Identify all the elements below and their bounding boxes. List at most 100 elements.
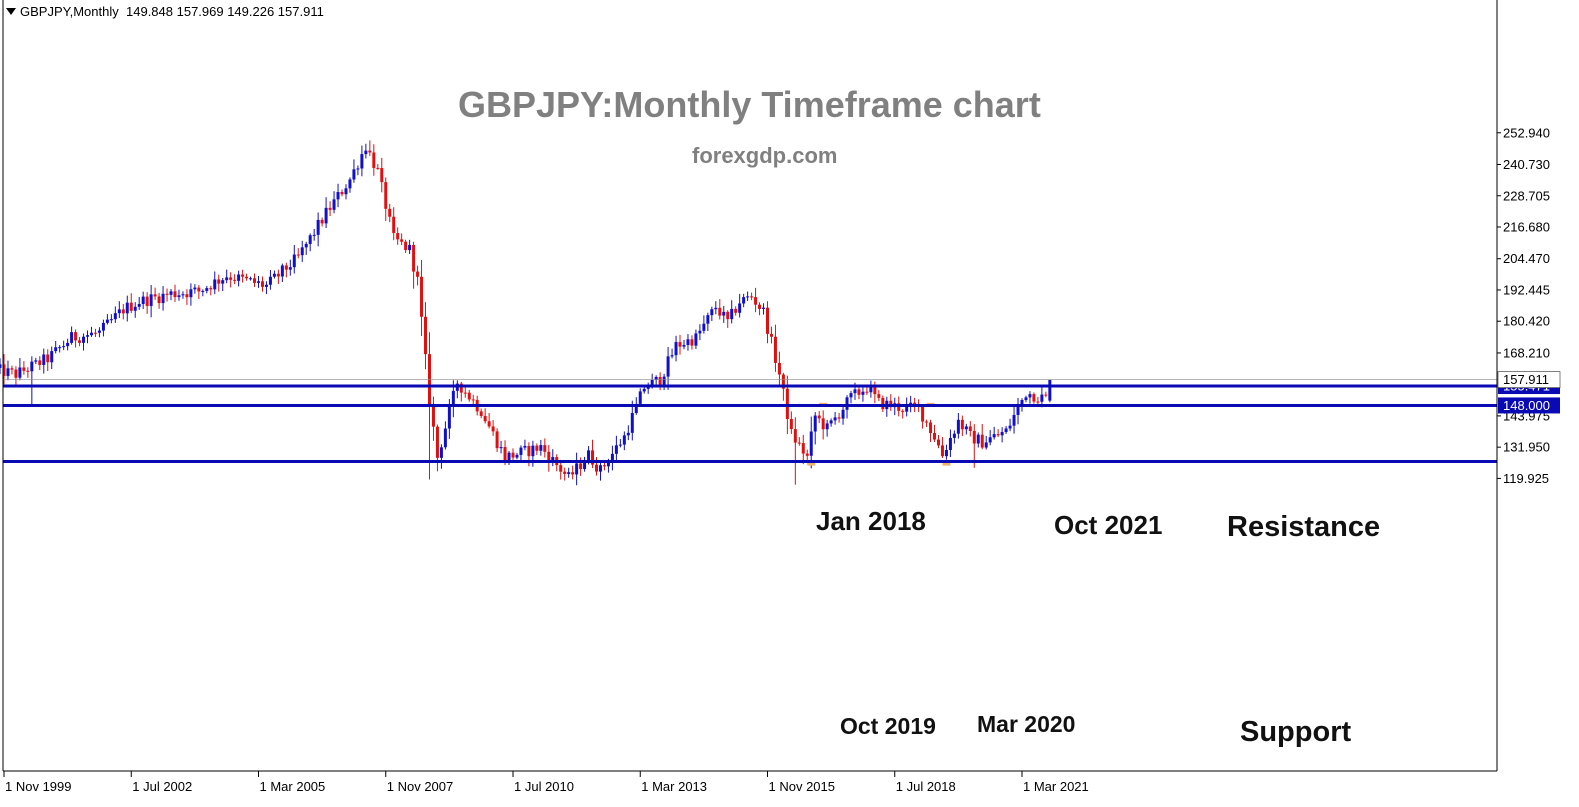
symbol-label: GBPJPY,Monthly xyxy=(20,4,119,19)
candle xyxy=(789,411,793,434)
y-tick-label: 240.730 xyxy=(1503,157,1550,172)
candle xyxy=(388,203,392,223)
candle xyxy=(229,272,233,288)
candle xyxy=(984,435,988,450)
candle xyxy=(766,301,769,344)
y-tick-label: 157.911 xyxy=(1503,372,1549,387)
candle xyxy=(996,429,1000,438)
candle xyxy=(463,386,467,398)
candle xyxy=(149,284,153,318)
candle xyxy=(698,324,702,341)
candle xyxy=(563,467,567,481)
candle xyxy=(944,444,948,460)
annotation-oct-2021: Oct 2021 xyxy=(1054,510,1163,540)
axes-group: 119.925131.950143.975148.000155.471157.9… xyxy=(2,0,1561,794)
candle xyxy=(197,285,201,299)
candle xyxy=(646,382,650,394)
candle xyxy=(392,207,396,241)
candle xyxy=(97,327,101,338)
candle xyxy=(42,348,46,374)
candle xyxy=(268,270,272,290)
candle xyxy=(595,457,599,476)
candle xyxy=(626,425,630,441)
candle xyxy=(276,269,280,284)
candle xyxy=(515,452,519,460)
candle xyxy=(952,430,956,444)
candle xyxy=(726,310,730,328)
candle xyxy=(817,411,821,424)
candle xyxy=(189,283,193,306)
y-tick-label: 119.925 xyxy=(1503,471,1549,486)
candle xyxy=(801,434,805,465)
candle xyxy=(992,426,996,440)
candle xyxy=(424,302,428,370)
candle xyxy=(976,432,980,448)
candle xyxy=(591,439,595,469)
dropdown-triangle-icon[interactable] xyxy=(6,8,16,15)
candle xyxy=(320,217,324,227)
candle xyxy=(380,157,384,193)
candle xyxy=(535,443,539,455)
candle xyxy=(929,419,933,443)
candle xyxy=(559,459,563,480)
candle xyxy=(940,437,944,458)
candle xyxy=(670,348,674,359)
candle xyxy=(66,338,70,351)
candle xyxy=(129,293,133,314)
candle xyxy=(702,315,706,334)
candle xyxy=(205,285,209,294)
x-tick-label: 1 Nov 2015 xyxy=(769,779,836,794)
candle xyxy=(869,380,873,398)
candle xyxy=(296,248,300,259)
candle xyxy=(439,444,443,469)
candle xyxy=(181,291,185,299)
candle xyxy=(316,212,320,247)
candle xyxy=(443,421,447,450)
candle xyxy=(113,306,117,323)
annotation-support: Support xyxy=(1240,716,1352,748)
candle xyxy=(857,385,861,400)
candle xyxy=(133,302,137,318)
candle xyxy=(30,356,34,406)
candle xyxy=(332,191,336,214)
candle xyxy=(622,431,626,451)
candle xyxy=(78,337,82,347)
candle xyxy=(145,292,149,314)
candle xyxy=(408,239,412,254)
candle xyxy=(662,373,666,391)
candle xyxy=(201,289,205,297)
candle xyxy=(336,183,340,208)
candle xyxy=(213,271,217,295)
annotation-mar-2020: Mar 2020 xyxy=(977,711,1076,737)
candle xyxy=(678,334,682,355)
candle xyxy=(34,357,38,365)
candle xyxy=(583,456,587,472)
y-tick-label: 148.000 xyxy=(1503,398,1550,413)
candle xyxy=(125,295,129,322)
candle xyxy=(734,306,738,316)
candle xyxy=(1012,406,1016,434)
candle xyxy=(420,259,424,336)
candle xyxy=(225,269,229,284)
candle xyxy=(495,428,499,453)
candle xyxy=(46,349,50,372)
candle xyxy=(841,406,845,425)
candle xyxy=(416,265,420,286)
candle xyxy=(217,274,221,292)
candle xyxy=(300,240,304,262)
candle xyxy=(1008,418,1012,432)
candle xyxy=(956,413,960,439)
candle xyxy=(491,420,495,436)
candle xyxy=(614,435,618,462)
candle xyxy=(706,312,710,331)
x-tick-label: 1 Jul 2010 xyxy=(514,779,574,794)
candle xyxy=(805,449,809,460)
candle xyxy=(169,288,173,301)
candle xyxy=(762,303,766,315)
candle xyxy=(245,273,249,281)
candle xyxy=(209,285,213,296)
candle xyxy=(833,411,837,425)
candle xyxy=(837,412,841,423)
candle xyxy=(901,409,905,419)
